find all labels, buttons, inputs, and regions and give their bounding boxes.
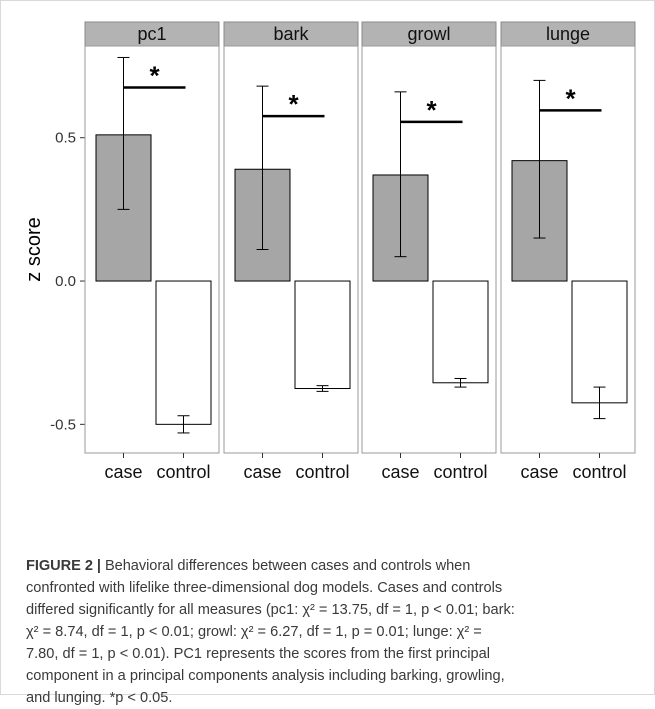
x-tick-label: control (295, 462, 349, 482)
bar-control (294, 280, 351, 390)
x-tick-label: case (243, 462, 281, 482)
error-bar-case (256, 85, 269, 250)
facet-strip (223, 21, 359, 47)
facet-label: bark (273, 24, 309, 44)
bar-chart: z score -0.5 0.0 0.5 pc1 case control * bark case… (23, 21, 636, 482)
y-tick-label: -0.5 (50, 416, 76, 433)
caption-line: and lunging. *p < 0.05. (26, 690, 173, 706)
x-tick-label: control (433, 462, 487, 482)
facet-strip (361, 21, 497, 47)
y-tick-label: 0.5 (55, 130, 76, 147)
facet-label: growl (407, 24, 450, 44)
x-tick-label: case (381, 462, 419, 482)
bar-control (571, 280, 628, 404)
facet-strip (500, 21, 636, 47)
caption-line: χ² = 8.74, df = 1, p < 0.01; growl: χ² =… (26, 624, 482, 640)
panel-border (500, 45, 636, 454)
bar-control (432, 280, 489, 384)
x-tick-label: case (104, 462, 142, 482)
facet-label: lunge (546, 24, 590, 44)
significance-star: * (288, 89, 299, 119)
significance-star: * (149, 60, 160, 90)
error-bar-control (177, 415, 190, 434)
caption-line: confronted with lifelike three-dimension… (26, 580, 503, 596)
significance-star: * (565, 83, 576, 113)
significance-star: * (426, 95, 437, 125)
caption-line: differed significantly for all measures … (26, 602, 515, 618)
x-tick-label: control (572, 462, 626, 482)
y-tick-label: 0.0 (55, 273, 76, 290)
error-bar-control (316, 385, 329, 392)
figure-caption: FIGURE 2 | Behavioral differences betwee… (26, 555, 631, 709)
x-tick-label: control (156, 462, 210, 482)
facet-strip (84, 21, 220, 47)
panel-border (223, 45, 359, 454)
caption-line: 7.80, df = 1, p < 0.01). PC1 represents … (26, 646, 490, 662)
caption-line: component in a principal components anal… (26, 668, 505, 684)
panel-border (361, 45, 497, 454)
error-bar-control (593, 386, 606, 420)
panel-border (84, 45, 220, 454)
x-tick-label: case (520, 462, 558, 482)
error-bar-case (117, 56, 130, 210)
y-axis-label: z score (23, 217, 45, 281)
facet-label: pc1 (137, 24, 166, 44)
caption-separator: | (96, 558, 101, 574)
error-bar-control (454, 377, 467, 388)
error-bar-case (394, 91, 407, 258)
error-bar-case (533, 79, 546, 239)
bar-control (155, 280, 212, 425)
caption-line: Behavioral differences between cases and… (100, 558, 471, 574)
caption-label: FIGURE 2 (26, 558, 93, 574)
